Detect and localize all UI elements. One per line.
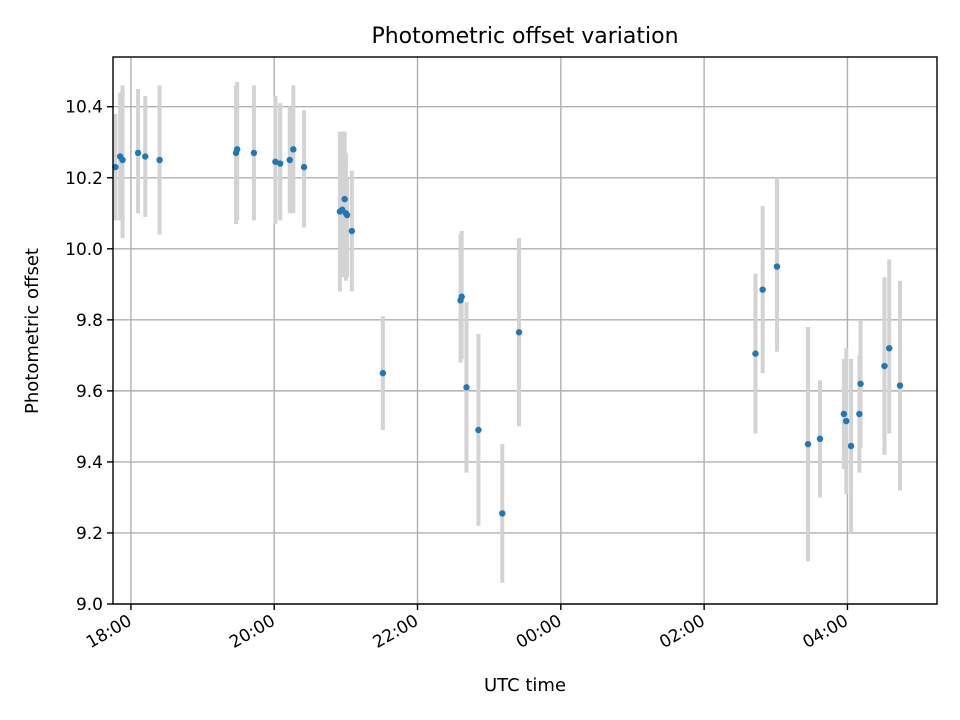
data-point <box>515 329 523 336</box>
y-axis-label: Photometric offset <box>22 248 43 414</box>
data-point <box>881 362 888 370</box>
data-point <box>290 146 297 153</box>
data-point <box>348 227 356 235</box>
x-tick-label: 20:00 <box>226 611 278 653</box>
data-point <box>276 160 284 167</box>
data-point <box>843 417 850 425</box>
x-tick-label: 22:00 <box>370 611 422 653</box>
x-tick-label: 18:00 <box>83 611 135 653</box>
data-point <box>112 163 119 171</box>
x-axis: 18:00 20:00 22:00 00:00 02:00 04:00 <box>83 604 852 653</box>
data-point <box>816 435 824 443</box>
data-point <box>896 382 904 389</box>
data-point <box>233 146 241 153</box>
data-point <box>886 345 893 352</box>
error-bars <box>113 81 902 583</box>
data-point <box>379 369 387 377</box>
data-point <box>341 195 348 203</box>
x-tick-label: 02:00 <box>656 611 708 653</box>
y-tick-label: 10.0 <box>65 240 103 260</box>
data-point <box>286 156 293 164</box>
y-tick-label: 9.8 <box>76 311 103 331</box>
y-tick-label: 10.2 <box>65 169 103 189</box>
data-point <box>250 149 258 157</box>
data-point <box>463 384 470 391</box>
data-point <box>857 380 864 387</box>
y-tick-label: 9.0 <box>76 595 103 615</box>
y-axis: 9.0 9.2 9.4 9.6 9.8 10.0 10.2 10.4 <box>65 98 113 615</box>
data-point <box>300 163 308 171</box>
data-point <box>840 410 848 418</box>
data-point <box>752 350 759 357</box>
data-point <box>773 263 781 270</box>
x-tick-label: 00:00 <box>513 611 565 653</box>
chart-title: Photometric offset variation <box>371 24 678 49</box>
y-tick-label: 9.6 <box>76 382 103 402</box>
x-tick-label: 04:00 <box>799 611 851 653</box>
grid <box>113 57 937 605</box>
data-point <box>119 156 126 164</box>
data-point <box>142 153 149 160</box>
data-point <box>475 426 482 434</box>
data-points <box>112 146 904 517</box>
plot-frame <box>112 56 938 605</box>
data-point <box>134 149 142 157</box>
data-point <box>759 286 766 293</box>
data-point <box>343 211 351 219</box>
data-point <box>458 293 465 300</box>
data-point <box>499 510 506 517</box>
y-tick-label: 9.2 <box>76 524 103 544</box>
x-axis-label: UTC time <box>484 675 566 696</box>
data-point <box>847 442 855 450</box>
data-point <box>156 156 163 164</box>
data-point <box>804 440 812 448</box>
y-tick-label: 9.4 <box>76 453 103 473</box>
data-point <box>856 410 863 418</box>
y-tick-label: 10.4 <box>65 98 103 118</box>
